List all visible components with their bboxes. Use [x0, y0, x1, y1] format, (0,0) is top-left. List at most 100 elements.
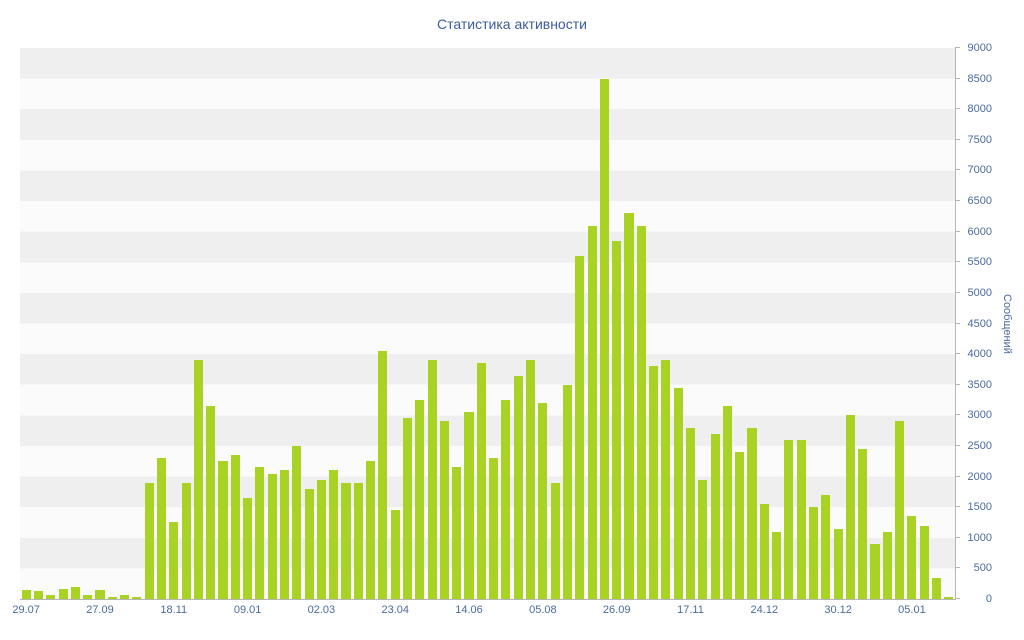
bar	[132, 597, 142, 599]
bar	[452, 467, 462, 599]
y-tick-mark	[955, 567, 960, 569]
bar	[292, 445, 302, 599]
bar	[33, 591, 43, 599]
bars-container	[20, 48, 955, 599]
bar	[772, 531, 782, 599]
bar	[95, 589, 105, 599]
bar	[673, 387, 683, 599]
bar	[624, 213, 634, 599]
bar	[181, 482, 191, 599]
bar	[83, 595, 93, 599]
y-axis-line	[955, 48, 956, 600]
bar	[735, 452, 745, 599]
bar	[243, 497, 253, 599]
bar	[427, 360, 437, 599]
bar	[796, 439, 806, 599]
bar	[70, 586, 80, 599]
x-tick-label: 09.01	[233, 604, 262, 616]
y-tick-label: 1000	[967, 531, 992, 544]
bar	[390, 510, 400, 599]
bar	[46, 594, 56, 599]
bar	[316, 479, 326, 599]
bar	[747, 427, 757, 599]
bar	[58, 589, 68, 599]
y-tick-mark	[955, 138, 960, 140]
y-tick-label: 4500	[967, 317, 992, 330]
bar	[599, 78, 609, 599]
bar	[587, 225, 597, 599]
y-axis-title: Сообщений	[1001, 293, 1013, 354]
x-tick-label: 27.09	[86, 604, 114, 616]
bar	[845, 415, 855, 599]
x-tick-label: 29.07	[12, 604, 40, 616]
y-tick-mark	[955, 108, 960, 110]
bar	[895, 421, 905, 599]
x-tick-label: 24.12	[750, 604, 779, 616]
bar	[476, 363, 486, 599]
bar	[907, 516, 917, 599]
bar	[218, 461, 228, 599]
bar	[279, 470, 290, 599]
y-tick-mark	[955, 47, 960, 48]
y-tick-mark	[955, 383, 960, 385]
x-tick-label: 30.12	[824, 604, 852, 616]
x-axis: 29.07 27.09 18.11 09.01 02.03 23.04 14.06 05.08…	[12, 604, 955, 618]
bar	[698, 479, 708, 599]
bar	[833, 528, 843, 599]
y-tick-label: 1500	[967, 501, 992, 514]
y-tick-mark	[955, 169, 960, 171]
bar	[550, 482, 560, 599]
bar	[612, 240, 622, 599]
bar	[710, 433, 720, 599]
bar	[107, 596, 117, 599]
bar	[931, 577, 942, 599]
y-tick-label: 6000	[967, 225, 992, 238]
y-tick-mark	[955, 475, 960, 477]
bar	[562, 384, 572, 599]
bar	[193, 360, 203, 599]
y-tick-mark	[955, 291, 960, 293]
x-tick-label: 02.03	[307, 604, 336, 616]
bar	[870, 543, 880, 599]
bar	[784, 439, 794, 599]
x-tick-label: 05.01	[898, 604, 926, 616]
bar	[341, 482, 351, 599]
y-tick-mark	[955, 200, 960, 202]
y-tick-label: 6500	[967, 195, 992, 208]
y-tick-mark	[955, 261, 960, 263]
y-tick-label: 3500	[967, 378, 992, 391]
y-tick-mark	[955, 353, 960, 355]
bar	[378, 351, 388, 599]
plot-area	[20, 48, 955, 599]
bar	[21, 589, 31, 599]
x-tick-label: 05.08	[529, 604, 557, 616]
x-tick-label: 26.09	[602, 604, 631, 616]
y-tick-label: 5500	[967, 256, 992, 269]
bar	[267, 473, 277, 599]
y-tick-mark	[955, 444, 960, 446]
bar	[156, 458, 167, 599]
y-tick-mark	[955, 536, 960, 538]
y-axis: 0 500 1000 1500 2000 2500 3000 3500 4000 4500 5000…	[955, 42, 1015, 605]
bar	[759, 504, 769, 599]
bar	[538, 403, 548, 599]
bar	[636, 225, 646, 599]
bar	[513, 375, 523, 599]
bar	[304, 488, 314, 599]
bar	[464, 412, 474, 599]
x-tick-label: 23.04	[381, 604, 409, 616]
bar	[882, 531, 892, 599]
y-tick-mark	[955, 506, 960, 508]
bar	[575, 256, 585, 599]
y-tick-label: 9000	[967, 42, 992, 54]
bar	[402, 418, 413, 599]
y-tick-mark	[955, 322, 960, 324]
bar	[169, 522, 179, 599]
bar	[808, 507, 819, 599]
bar	[501, 400, 511, 599]
bar	[858, 449, 868, 599]
y-tick-label: 5000	[967, 286, 992, 299]
y-tick-mark	[955, 77, 960, 79]
y-tick-label: 8000	[967, 103, 992, 116]
bar	[944, 597, 954, 599]
